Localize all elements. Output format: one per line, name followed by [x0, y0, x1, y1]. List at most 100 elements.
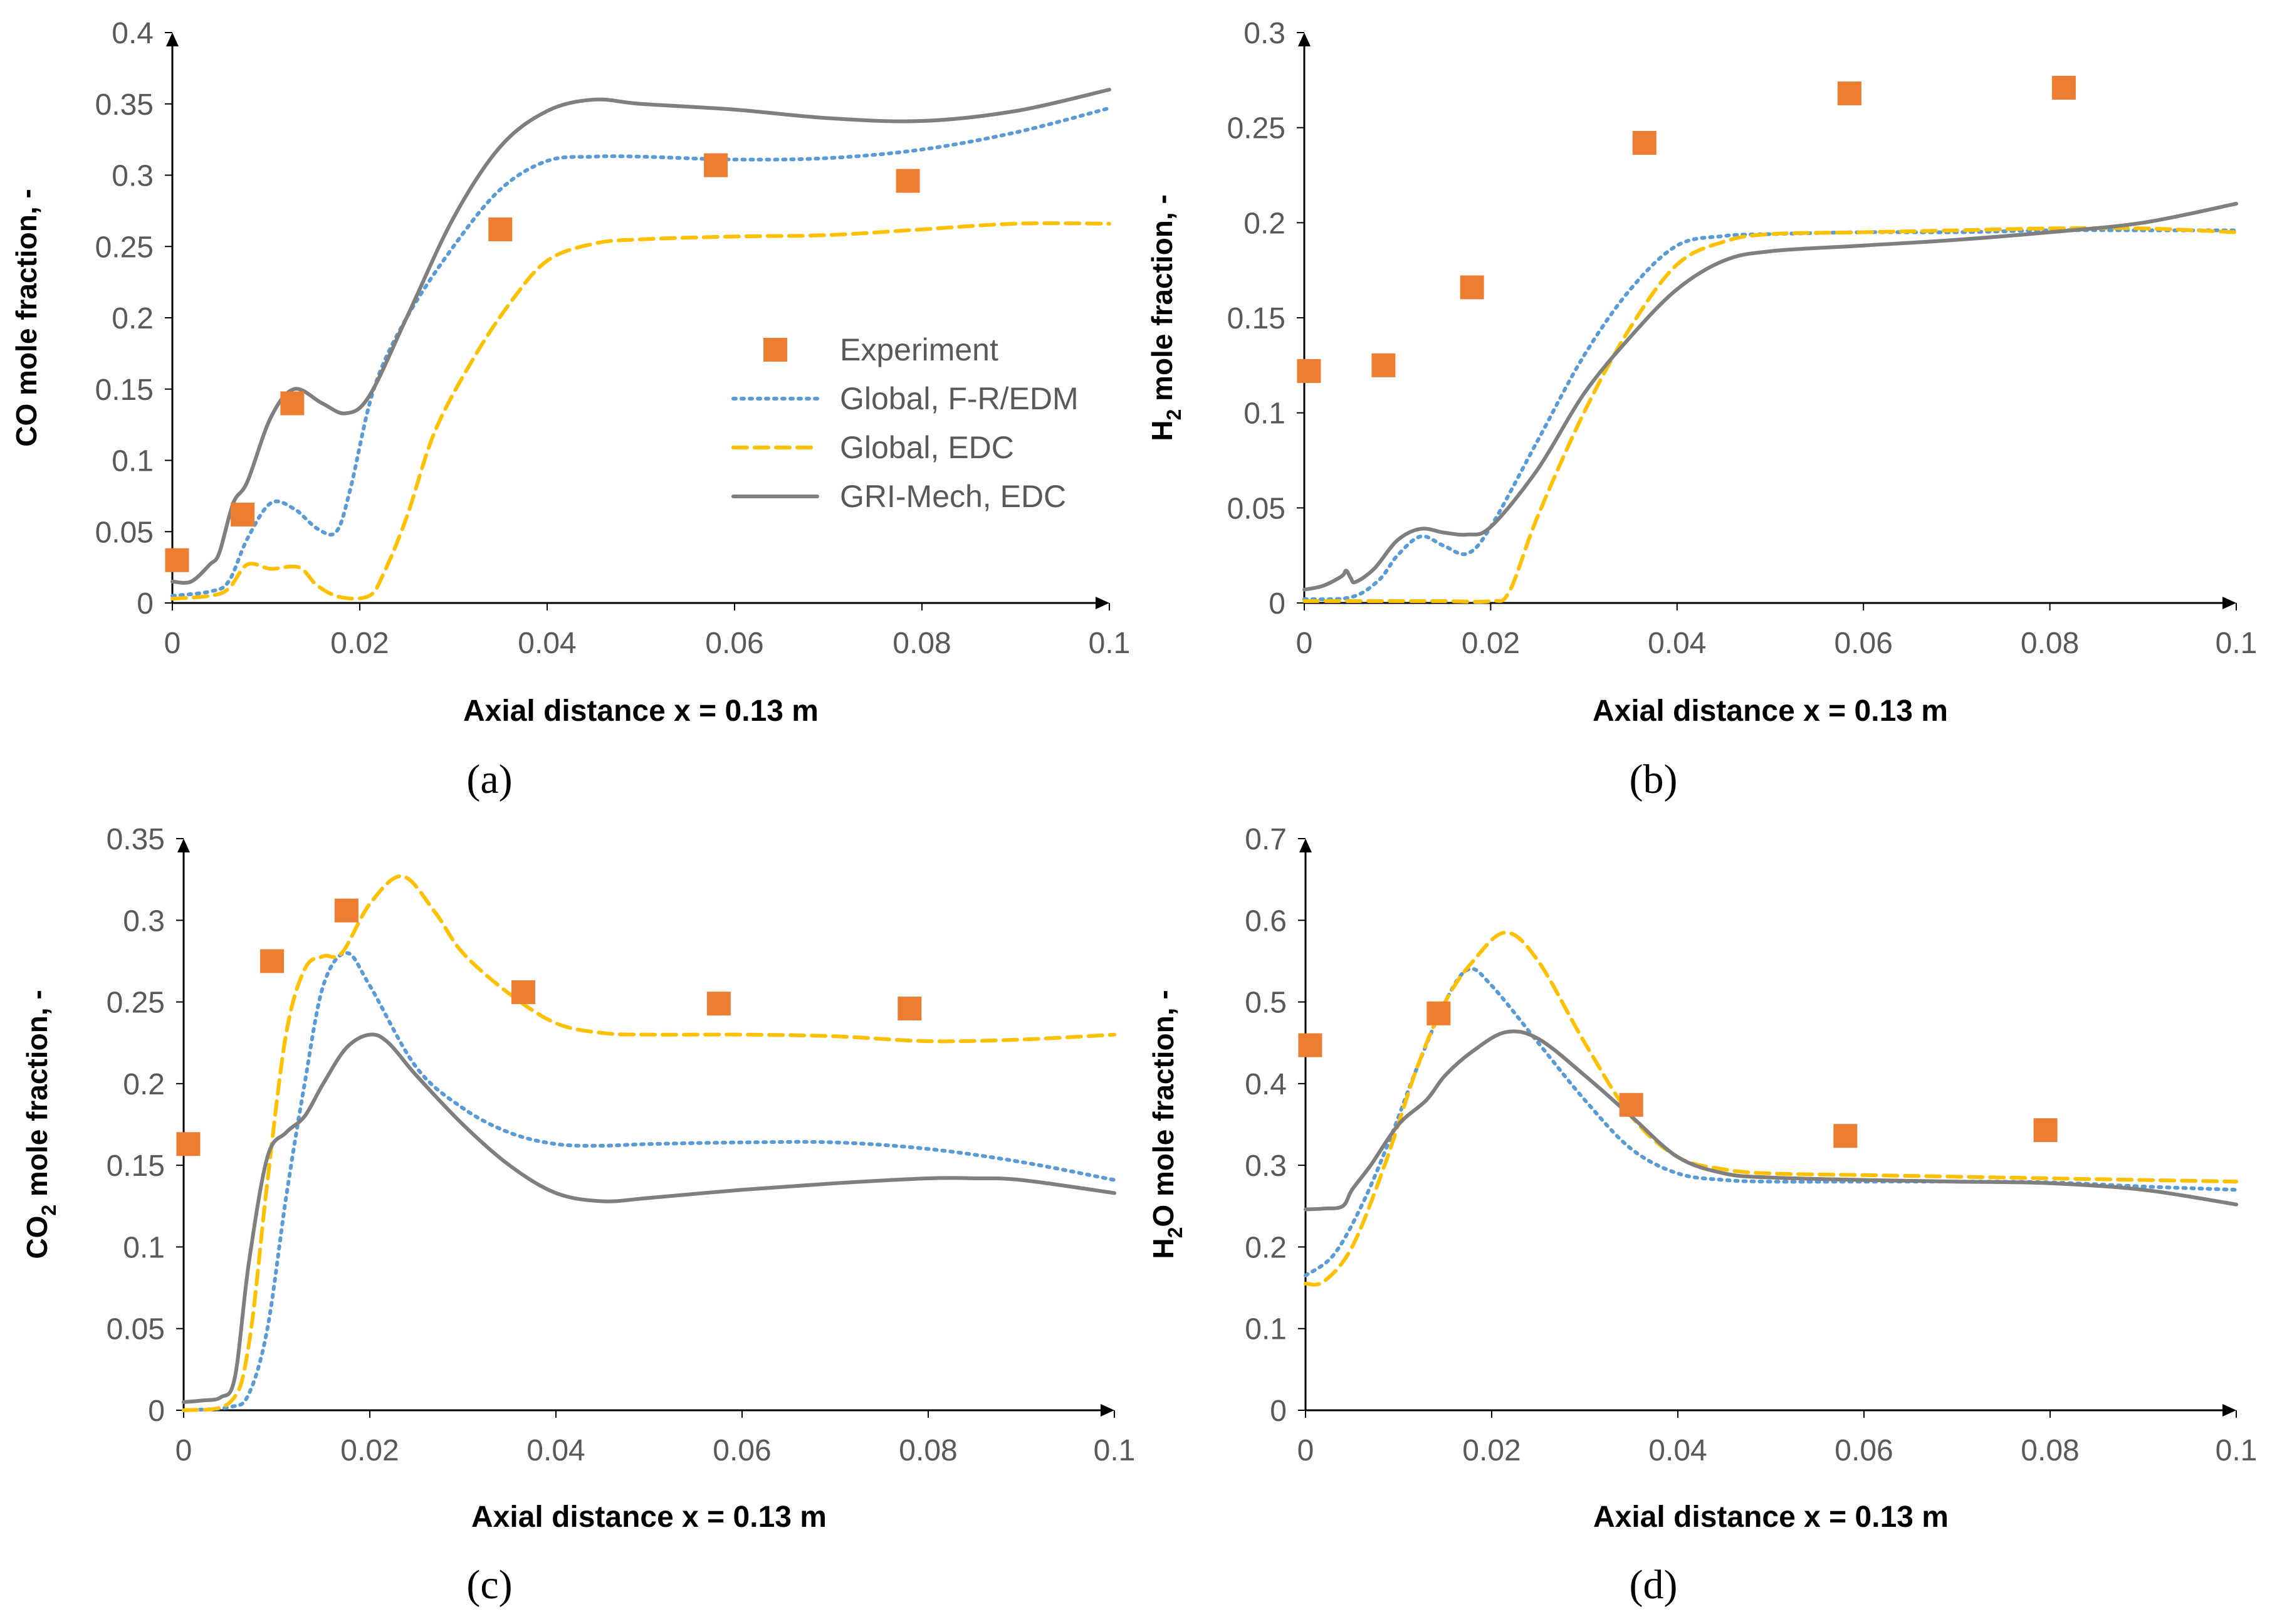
x-axis-arrow-icon: [2222, 597, 2236, 609]
y-tick-label: 0: [1270, 1395, 1287, 1428]
experiment-point: [1371, 353, 1396, 377]
x-tick-label: 0.1: [2216, 627, 2258, 660]
x-axis-title: Axial distance x = 0.13 m: [1593, 694, 1948, 728]
y-axis-title: CO mole fraction, -: [10, 189, 43, 446]
experiment-point: [511, 980, 536, 1004]
y-tick-label: 0.05: [107, 1313, 165, 1346]
x-tick-label: 0.04: [518, 627, 576, 660]
y-axis-title-rest: mole fraction, -: [1146, 194, 1178, 409]
panel-c: 0 0.02 0.04 0.06 0.08 0.1 0 0.05 0.1 0.15 0.2 0.25 0…: [21, 823, 1135, 1608]
y-axis-title: H2O mole fraction, -: [1147, 990, 1186, 1259]
y-tick-label: 0.15: [1227, 302, 1285, 335]
y-tick-label: 0.05: [95, 516, 154, 549]
experiment-point: [2051, 75, 2076, 100]
legend: Experiment Global, F-R/EDM Global, EDC GRI-…: [731, 332, 1079, 514]
x-tick-label: 0.06: [1834, 627, 1892, 660]
x-tick-label: 0: [1296, 627, 1313, 660]
experiment-point: [1460, 275, 1484, 300]
x-tick-label: 0.1: [2216, 1434, 2258, 1467]
legend-label: Global, F-R/EDM: [840, 381, 1079, 416]
series-line-global-edc: [1302, 226, 2238, 604]
panel-caption: (c): [466, 1562, 512, 1608]
legend-item-global-edc: Global, EDC: [731, 430, 1014, 465]
series-line-global-edc: [170, 221, 1111, 601]
experiment-point: [280, 391, 305, 416]
y-axis-arrow-icon: [1299, 839, 1312, 852]
series-line-gri-mech-edc: [1304, 1029, 2238, 1212]
experiment-point: [1632, 130, 1657, 155]
experiment-point: [896, 169, 920, 193]
experiment-point: [1837, 81, 1861, 106]
experiment-point: [165, 548, 189, 572]
experiment-point: [176, 1132, 201, 1156]
y-axis-title-main: CO: [21, 1216, 53, 1259]
legend-item-experiment: Experiment: [763, 332, 998, 367]
series-line-global-edc: [182, 874, 1116, 1412]
y-tick-label: 0.3: [1243, 17, 1285, 50]
y-axis-arrow-icon: [1298, 33, 1311, 46]
legend-label: GRI-Mech, EDC: [840, 479, 1066, 514]
x-axis-arrow-icon: [1101, 1404, 1114, 1417]
y-tick-label: 0.1: [112, 445, 154, 478]
y-tick-label: 0.5: [1245, 987, 1287, 1020]
y-tick-label: 0.3: [112, 160, 154, 193]
x-tick-label: 0.04: [1648, 627, 1706, 660]
legend-item-gri-mech-edc: GRI-Mech, EDC: [731, 479, 1066, 514]
y-axis-title: CO2 mole fraction, -: [21, 990, 60, 1259]
experiment-point: [260, 949, 285, 973]
y-tick-label: 0.25: [95, 231, 154, 264]
x-axis-arrow-icon: [1096, 597, 1109, 609]
y-tick-label: 0.2: [1243, 207, 1285, 240]
series-line-global-edc: [1304, 930, 2238, 1287]
y-tick-label: 0.4: [112, 17, 154, 50]
x-tick-label: 0.08: [2021, 627, 2079, 660]
experiment-point: [898, 996, 922, 1020]
y-tick-label: 0.3: [123, 904, 165, 938]
y-axis-title-subscript: 2: [38, 1205, 60, 1216]
y-axis-title-subscript: 2: [1163, 409, 1185, 421]
y-tick-label: 0.6: [1245, 904, 1287, 938]
x-tick-label: 0: [1297, 1434, 1314, 1467]
panel-caption: (b): [1630, 757, 1678, 802]
x-tick-label: 0: [164, 627, 181, 660]
panel-caption: (a): [466, 757, 512, 802]
x-tick-label: 0.1: [1094, 1434, 1136, 1467]
x-axis-title: Axial distance x = 0.13 m: [463, 694, 819, 728]
y-tick-label: 0.2: [1245, 1231, 1287, 1264]
panel-b: 0 0.02 0.04 0.06 0.08 0.1 0 0.05 0.1 0.15 0.2 0.25 0…: [1146, 17, 2257, 802]
x-tick-label: 0.06: [713, 1434, 771, 1467]
y-tick-label: 0.7: [1245, 823, 1287, 856]
y-tick-label: 0.05: [1227, 492, 1285, 525]
panel-d: 0 0.02 0.04 0.06 0.08 0.1 0 0.1 0.2 0.3 0.4 0.5 0.6 0…: [1147, 823, 2257, 1608]
y-axis-arrow-icon: [177, 839, 190, 852]
legend-marker-experiment: [763, 338, 787, 362]
y-tick-label: 0.2: [112, 302, 154, 335]
y-tick-label: 0.25: [1227, 112, 1285, 145]
y-axis-title-rest: mole fraction, -: [21, 990, 53, 1204]
experiment-point: [1297, 359, 1321, 383]
experiment-point: [2033, 1118, 2058, 1143]
y-tick-label: 0.2: [123, 1068, 165, 1101]
y-tick-label: 0.35: [107, 823, 165, 856]
experiment-point: [1833, 1124, 1858, 1148]
x-tick-label: 0: [175, 1434, 192, 1467]
legend-item-global-fr-edm: Global, F-R/EDM: [731, 381, 1079, 416]
series-line-gri-mech-edc: [1302, 202, 2238, 592]
series-line-global-fr-edm: [182, 951, 1116, 1412]
experiment-point: [334, 898, 359, 923]
y-tick-label: 0: [1269, 587, 1285, 621]
y-tick-label: 0.4: [1245, 1068, 1287, 1101]
y-tick-label: 0.25: [107, 987, 165, 1020]
experiment-point: [1619, 1092, 1643, 1117]
y-axis-title-subscript: 2: [1164, 1227, 1186, 1239]
x-axis-arrow-icon: [2222, 1404, 2236, 1417]
y-tick-label: 0.35: [95, 88, 154, 122]
x-tick-label: 0.1: [1089, 627, 1131, 660]
series-line-gri-mech-edc: [182, 1032, 1116, 1404]
experiment-point: [488, 217, 513, 241]
y-axis-arrow-icon: [166, 33, 179, 46]
x-tick-label: 0.02: [1462, 1434, 1521, 1467]
experiment-point: [1298, 1033, 1322, 1057]
